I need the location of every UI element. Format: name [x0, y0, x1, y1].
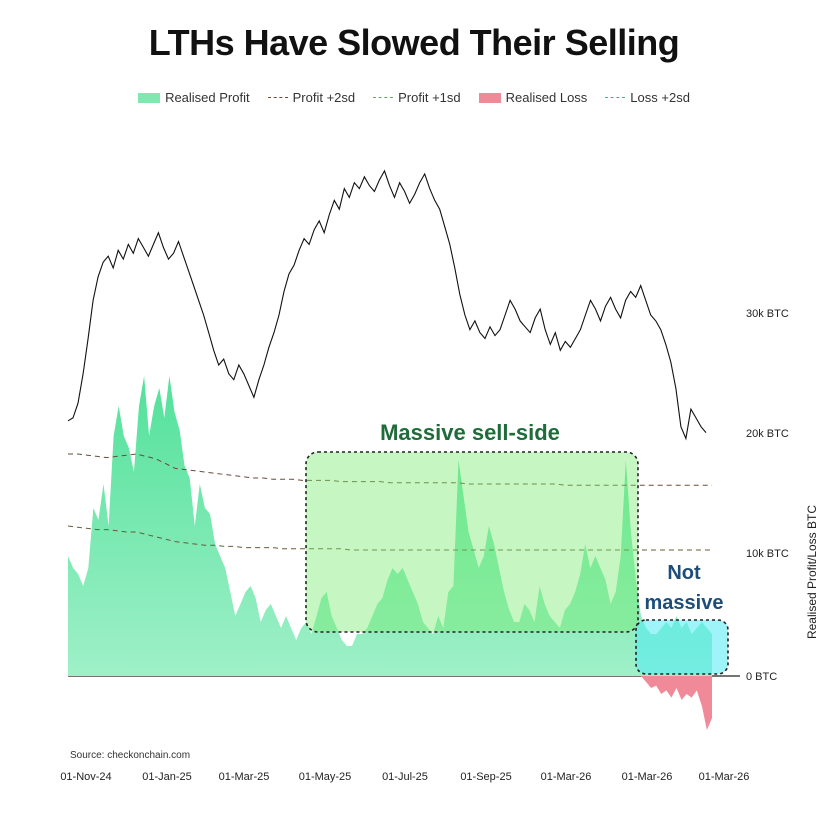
annotation-not-massive-line2: massive — [645, 592, 724, 614]
legend-item: Realised Profit — [138, 90, 250, 105]
x-tick-label: 01-Sep-25 — [460, 771, 511, 783]
realised-profit-area — [68, 376, 712, 676]
realised-loss-area — [68, 676, 712, 730]
legend-label: Profit +2sd — [292, 90, 356, 105]
x-tick-label: 01-Mar-26 — [699, 771, 750, 783]
legend-label: Loss +2sd — [630, 90, 690, 105]
x-tick-label: 01-Jul-25 — [382, 771, 428, 783]
y-tick-label: 10k BTC — [746, 548, 789, 560]
x-tick-label: 01-Mar-26 — [541, 771, 592, 783]
annotation-not-massive-line1: Not — [667, 562, 701, 584]
annotation-massive-sell-side: Massive sell-side — [380, 420, 560, 445]
x-tick-label: 01-May-25 — [299, 771, 352, 783]
y-tick-label: 30k BTC — [746, 308, 789, 320]
profit-1sd-line — [67, 525, 712, 551]
legend-swatch — [478, 92, 501, 103]
chart-title: LTHs Have Slowed Their Selling — [148, 22, 680, 63]
y-axis-title: Realised Profit/Loss BTC — [805, 505, 819, 639]
massive-sell-side-box — [305, 451, 639, 633]
legend-label: Profit +1sd — [398, 90, 461, 105]
legend-label: Realised Loss — [505, 90, 588, 105]
x-tick-label: 01-Mar-26 — [622, 771, 673, 783]
x-tick-label: 01-Jan-25 — [142, 771, 192, 783]
not-massive-box — [635, 619, 729, 675]
source-note: Source: checkonchain.com — [70, 750, 191, 761]
legend-dash — [267, 97, 288, 98]
legend-item: Realised Loss — [478, 90, 588, 105]
annotation-not-massive: Not massive — [645, 562, 724, 614]
legend-dash — [373, 97, 394, 98]
x-tick-label: 01-Nov-24 — [60, 771, 111, 783]
legend-item: Loss +2sd — [605, 90, 690, 105]
legend-item: Profit +1sd — [373, 90, 461, 105]
legend: Realised Profit Profit +2sd Profit +1sd Rea… — [0, 90, 828, 105]
legend-label: Realised Profit — [165, 90, 250, 105]
y-tick-label: 20k BTC — [746, 428, 789, 440]
price-line — [67, 169, 707, 441]
legend-dash — [605, 97, 626, 98]
x-tick-label: 01-Mar-25 — [219, 771, 270, 783]
legend-swatch — [138, 92, 161, 103]
y-tick-label: 0 BTC — [746, 671, 777, 683]
legend-item: Profit +2sd — [267, 90, 356, 105]
profit-2sd-line — [68, 453, 712, 486]
